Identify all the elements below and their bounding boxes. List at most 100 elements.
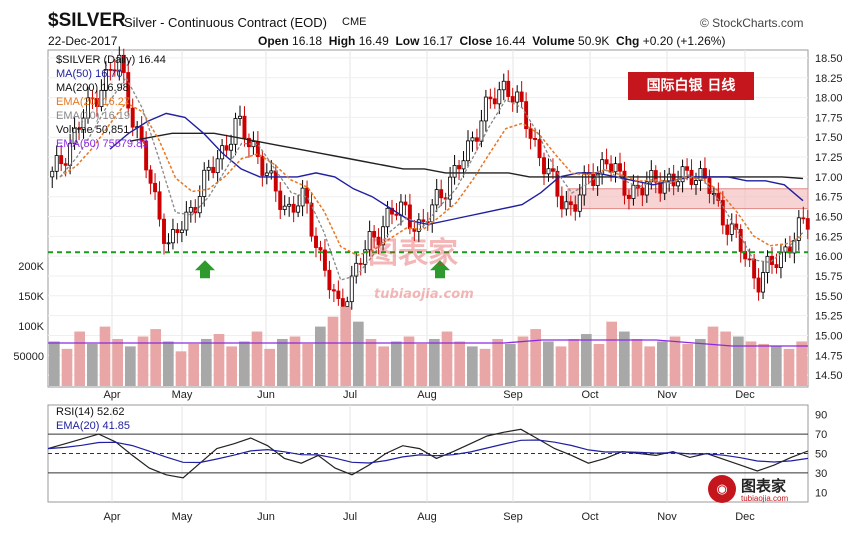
volume-bar xyxy=(213,334,225,386)
ema10-line xyxy=(59,76,804,281)
candle-body xyxy=(805,218,810,230)
volume-bar xyxy=(251,331,263,386)
rsi-x-tick-label: May xyxy=(172,511,193,523)
rsi-tick-label: 10 xyxy=(815,487,827,499)
legend-price: $SILVER (Daily) 16.44 xyxy=(56,54,166,66)
volume-bar xyxy=(517,336,529,386)
price-tick-label: 17.50 xyxy=(815,132,843,144)
candle-body xyxy=(439,189,444,199)
volume-bar xyxy=(682,343,693,386)
candle-body xyxy=(479,120,484,142)
candle-body xyxy=(260,156,265,176)
candle-body xyxy=(707,177,712,194)
x-tick-label: Sep xyxy=(503,389,523,401)
rsi-tick-label: 70 xyxy=(815,429,827,441)
candle-body xyxy=(796,217,801,241)
price-tick-label: 14.50 xyxy=(815,370,843,382)
x-tick-label: Apr xyxy=(103,389,120,401)
candle-body xyxy=(676,181,681,187)
candle-body xyxy=(188,207,193,213)
candle-body xyxy=(555,170,560,197)
candle-body xyxy=(752,258,757,279)
buy-arrow-icon xyxy=(430,260,450,279)
candle-body xyxy=(269,170,274,174)
price-tick-label: 18.25 xyxy=(815,73,843,85)
candle-body xyxy=(246,137,251,148)
candle-body xyxy=(63,163,68,166)
close-label: Close xyxy=(459,34,493,48)
candle-body xyxy=(282,205,287,210)
candle-body xyxy=(153,182,158,193)
logo-text: 图表家 xyxy=(741,477,787,495)
candle-body xyxy=(175,229,180,234)
chart-date: 22-Dec-2017 xyxy=(48,34,118,48)
ohlc-bar: Open 16.18 High 16.49 Low 16.17 Close 16… xyxy=(258,34,725,48)
volume-bar xyxy=(61,348,73,386)
candle-body xyxy=(372,231,377,238)
volume-bar xyxy=(745,341,757,386)
resistance-zone xyxy=(567,188,809,210)
candle-body xyxy=(166,242,171,245)
price-tick-label: 15.75 xyxy=(815,271,843,283)
price-tick-label: 16.00 xyxy=(815,251,843,263)
legend-ema10: EMA(10) 16.19 xyxy=(56,110,130,122)
open-value: 16.18 xyxy=(292,34,323,48)
candle-body xyxy=(801,217,806,220)
exchange-label: CME xyxy=(342,16,367,28)
brand-label[interactable]: © StockCharts.com xyxy=(700,16,804,30)
candle-body xyxy=(470,137,475,142)
watermark-main: 图表家 xyxy=(368,236,458,271)
volume-bar xyxy=(239,341,250,386)
buy-arrow-icon xyxy=(195,260,215,279)
candle-body xyxy=(86,97,90,119)
candle-body xyxy=(358,262,363,265)
candle-body xyxy=(278,190,283,210)
volume-bar xyxy=(454,341,465,386)
price-tick-label: 17.75 xyxy=(815,112,843,124)
candle-body xyxy=(497,89,502,105)
candle-body xyxy=(72,127,77,144)
candle-body xyxy=(264,172,269,176)
candle-body xyxy=(542,157,546,175)
price-panel: Apr May Jun Jul Aug Sep Oct Nov Dec 18.50 18.25 18.… xyxy=(47,46,843,401)
volume-bar xyxy=(581,334,592,386)
candle-body xyxy=(202,169,207,197)
rsi-ema-line xyxy=(47,439,809,464)
candle-body xyxy=(577,194,582,212)
volume-bar xyxy=(733,336,744,386)
volume-bar xyxy=(441,331,453,386)
volume-bar xyxy=(264,348,275,386)
volume-bar xyxy=(492,338,503,386)
candle-body xyxy=(515,91,520,103)
rsi-tick-label: 90 xyxy=(815,410,827,422)
rsi-x-tick-label: Jul xyxy=(343,511,357,523)
volume-bar xyxy=(150,329,161,386)
candle-body xyxy=(416,219,421,232)
candle-body xyxy=(774,264,779,269)
symbol-description: Silver - Continuous Contract (EOD) xyxy=(124,15,328,30)
low-label: Low xyxy=(395,34,420,48)
candle-body xyxy=(287,203,292,207)
rsi-x-tick-label: Oct xyxy=(581,511,598,523)
low-value: 16.17 xyxy=(422,34,453,48)
candle-body xyxy=(568,201,573,206)
candle-body xyxy=(738,229,743,252)
candle-body xyxy=(501,80,506,91)
price-legend: $SILVER (Daily) 16.44 MA(50) 16.70 MA(20… xyxy=(56,53,166,151)
candle-body xyxy=(112,69,117,72)
candle-body xyxy=(179,229,184,234)
candle-body xyxy=(618,163,622,172)
volume-bar xyxy=(112,338,123,386)
open-label: Open xyxy=(258,34,289,48)
candle-body xyxy=(184,211,189,231)
candle-body xyxy=(550,168,555,172)
annotation-label: 国际白银 日线 xyxy=(628,72,754,100)
volume-tick-label: 100K xyxy=(18,321,44,333)
candle-body xyxy=(725,224,730,235)
candle-body xyxy=(144,140,149,171)
candle-body xyxy=(559,195,564,210)
candle-body xyxy=(747,258,752,261)
candle-body xyxy=(626,194,631,199)
candle-body xyxy=(510,96,515,103)
candle-body xyxy=(318,247,323,251)
